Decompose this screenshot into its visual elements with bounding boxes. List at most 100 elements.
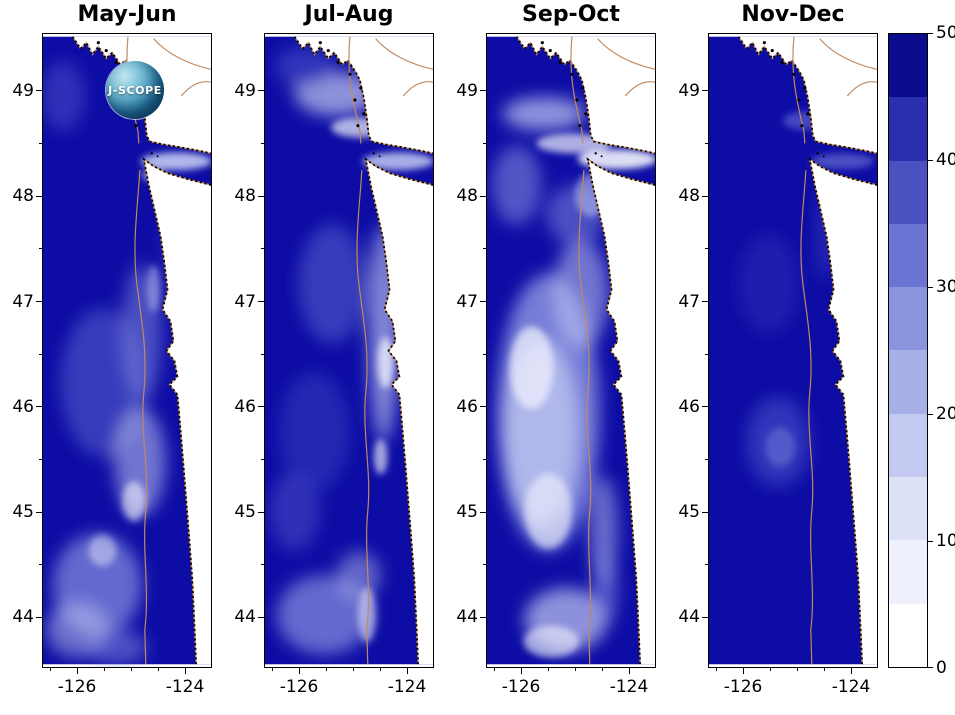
y-tick-mark (258, 301, 264, 303)
map-panel-may-jun: May-Jun J-SCOPE (42, 2, 212, 668)
y-minor-tick-mark (39, 143, 42, 145)
y-tick-label: 44 (12, 607, 34, 628)
jscope-logo-text: J-SCOPE (108, 83, 162, 97)
y-tick-mark (36, 511, 42, 513)
y-tick-mark (480, 301, 486, 303)
y-tick-mark (702, 406, 708, 408)
x-minor-tick-mark (157, 668, 159, 671)
y-tick-label: 47 (678, 291, 700, 312)
jscope-logo: J-SCOPE (106, 61, 164, 119)
y-minor-tick-mark (261, 248, 264, 250)
colorbar-tick-mark (928, 33, 933, 34)
y-minor-tick-mark (39, 458, 42, 460)
y-tick-label: 47 (12, 291, 34, 312)
colorbar-tick-label: 30 (936, 277, 955, 297)
x-minor-tick-mark (49, 668, 51, 671)
panel-title: May-Jun (77, 2, 177, 27)
y-tick-label: 47 (234, 291, 256, 312)
y-tick-mark (702, 301, 708, 303)
y-minor-tick-mark (261, 353, 264, 355)
x-tick-label: -124 (387, 677, 427, 697)
colorbar-tick-mark (928, 286, 933, 288)
y-minor-tick-mark (39, 353, 42, 355)
x-tick-label: -126 (279, 677, 319, 697)
panel-title: Sep-Oct (522, 2, 620, 27)
y-minor-tick-mark (705, 143, 708, 145)
colorbar-segment (889, 413, 927, 478)
y-tick-mark (36, 195, 42, 197)
y-tick-label: 48 (234, 186, 256, 207)
map-panel-sep-oct: Sep-Oct (486, 2, 656, 668)
colorbar-tick-mark (928, 667, 933, 668)
x-minor-tick-mark (103, 668, 105, 671)
x-minor-tick-mark (379, 668, 381, 671)
x-minor-tick-mark (493, 668, 495, 671)
y-minor-tick-mark (39, 248, 42, 250)
y-minor-tick-mark (261, 458, 264, 460)
y-tick-mark (480, 616, 486, 618)
y-minor-tick-mark (705, 248, 708, 250)
colorbar-tick-label: 50 (936, 23, 955, 43)
y-tick-label: 47 (456, 291, 478, 312)
y-tick-label: 48 (12, 186, 34, 207)
y-tick-label: 44 (456, 607, 478, 628)
y-tick-mark (258, 90, 264, 92)
value-patches-large (269, 46, 399, 655)
x-tick-label: -124 (165, 677, 205, 697)
x-tick-label: -124 (609, 677, 649, 697)
y-tick-label: 45 (234, 502, 256, 523)
y-minor-tick-mark (705, 353, 708, 355)
y-tick-label: 49 (678, 80, 700, 101)
x-tick-mark (850, 668, 852, 674)
y-tick-mark (480, 406, 486, 408)
y-tick-label: 45 (678, 502, 700, 523)
map-panel-nov-dec: Nov-Dec (708, 2, 878, 668)
y-tick-label: 48 (456, 186, 478, 207)
y-tick-label: 46 (456, 396, 478, 417)
y-minor-tick-mark (705, 458, 708, 460)
x-minor-tick-mark (796, 668, 798, 671)
x-tick-mark (76, 668, 78, 674)
y-minor-tick-mark (261, 143, 264, 145)
y-tick-mark (480, 511, 486, 513)
colorbar-tick-mark (928, 159, 933, 161)
colorbar-tick-label: 20 (936, 404, 955, 424)
colorbar (888, 33, 928, 668)
x-minor-tick-mark (574, 668, 576, 671)
y-minor-tick-mark (483, 143, 486, 145)
y-minor-tick-mark (483, 353, 486, 355)
colorbar-tick-label: 40 (936, 150, 955, 170)
map-jul-aug (264, 33, 434, 668)
map-nov-dec (708, 33, 878, 668)
y-tick-mark (480, 195, 486, 197)
y-minor-tick-mark (261, 564, 264, 566)
y-tick-mark (36, 301, 42, 303)
y-tick-mark (702, 90, 708, 92)
x-tick-mark (520, 668, 522, 674)
y-tick-mark (258, 195, 264, 197)
y-tick-mark (258, 406, 264, 408)
x-tick-mark (184, 668, 186, 674)
x-minor-tick-mark (601, 668, 603, 671)
panel-title: Nov-Dec (741, 2, 845, 27)
y-tick-mark (258, 511, 264, 513)
colorbar-tick-mark (928, 413, 933, 415)
y-tick-mark (36, 90, 42, 92)
y-minor-tick-mark (483, 564, 486, 566)
y-tick-label: 46 (234, 396, 256, 417)
value-patches-small (509, 133, 655, 658)
x-minor-tick-mark (352, 668, 354, 671)
y-tick-mark (258, 616, 264, 618)
x-tick-label: -124 (831, 677, 871, 697)
y-tick-label: 46 (12, 396, 34, 417)
x-minor-tick-mark (769, 668, 771, 671)
colorbar-segment (889, 603, 927, 667)
map-sep-oct (486, 33, 656, 668)
y-minor-tick-mark (705, 564, 708, 566)
colorbar-tick-mark (928, 540, 933, 542)
x-tick-label: -126 (723, 677, 763, 697)
x-tick-mark (742, 668, 744, 674)
x-tick-mark (298, 668, 300, 674)
x-minor-tick-mark (271, 668, 273, 671)
y-tick-mark (480, 90, 486, 92)
